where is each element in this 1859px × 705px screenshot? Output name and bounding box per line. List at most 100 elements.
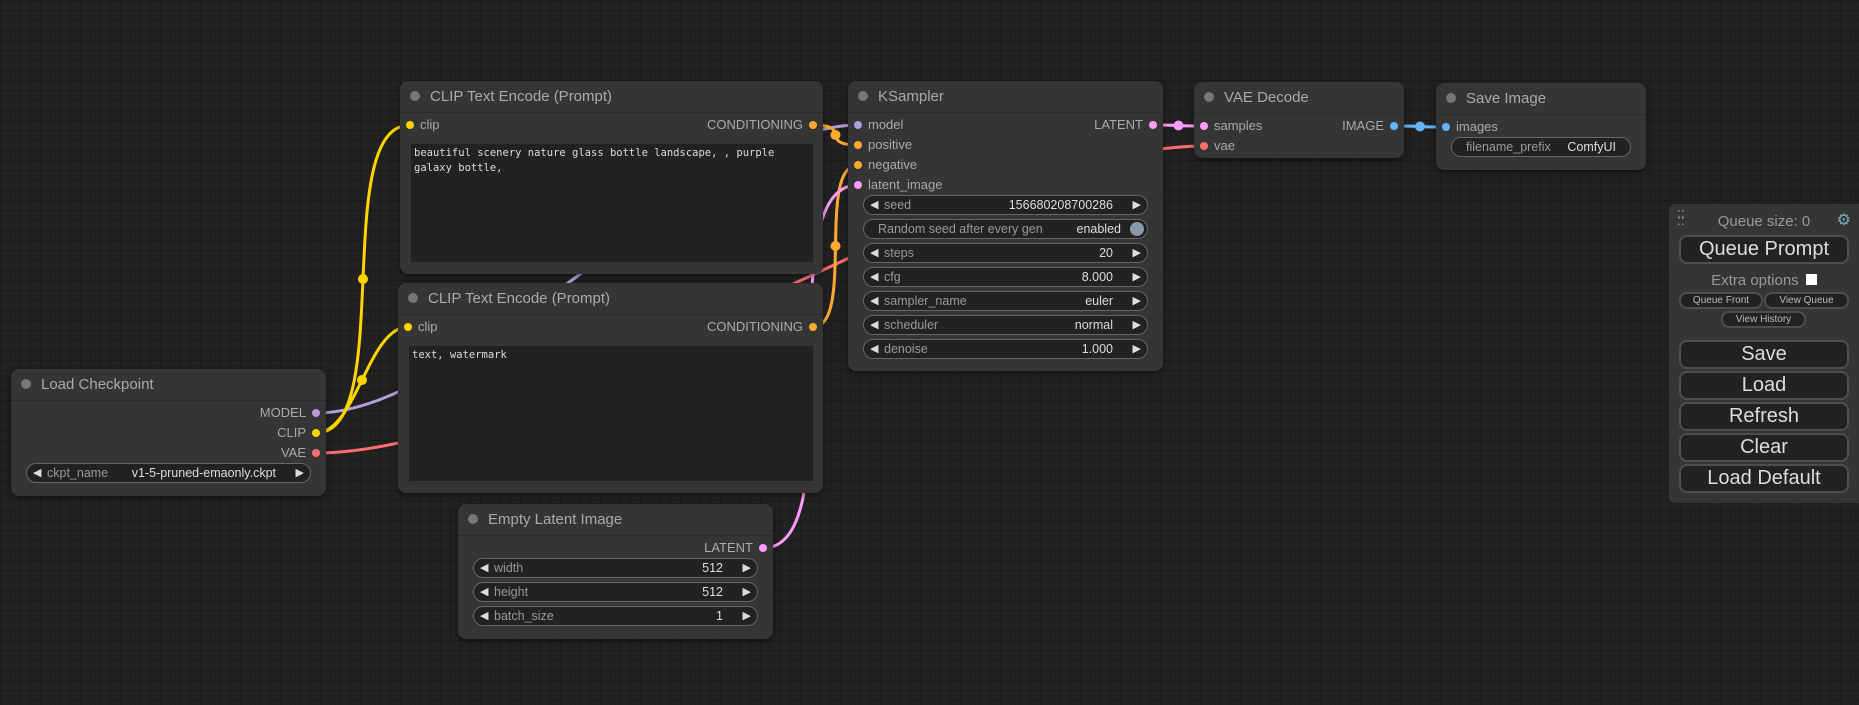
decrement-arrow-icon[interactable]: ◀ bbox=[480, 586, 489, 598]
collapse-dot-icon[interactable] bbox=[858, 91, 868, 101]
output-slot-model[interactable]: MODEL bbox=[169, 403, 327, 423]
slot-dot-icon[interactable] bbox=[854, 161, 862, 169]
decrement-arrow-icon[interactable]: ◀ bbox=[870, 319, 879, 331]
queue-prompt-button[interactable]: Queue Prompt bbox=[1679, 235, 1849, 264]
widget-scheduler[interactable]: ◀ ▶ scheduler normal bbox=[863, 315, 1148, 335]
output-slot-clip[interactable]: CLIP bbox=[169, 423, 327, 443]
increment-arrow-icon[interactable]: ▶ bbox=[1132, 199, 1141, 211]
output-slot-conditioning[interactable]: CONDITIONING bbox=[612, 115, 824, 135]
widget-ckpt-name[interactable]: ◀ ▶ ckpt_name v1-5-pruned-emaonly.ckpt bbox=[26, 463, 311, 483]
input-slot-latent-image[interactable]: latent_image bbox=[848, 175, 1006, 195]
node-ksampler[interactable]: KSampler model positive negative latent_imag… bbox=[848, 81, 1163, 371]
increment-arrow-icon[interactable]: ▶ bbox=[1132, 319, 1141, 331]
widget-batch-size[interactable]: ◀ ▶ batch_size 1 bbox=[473, 606, 758, 626]
extra-options-checkbox[interactable] bbox=[1805, 274, 1817, 285]
clear-button[interactable]: Clear bbox=[1679, 433, 1849, 462]
input-slot-vae[interactable]: vae bbox=[1194, 136, 1299, 156]
slot-dot-icon[interactable] bbox=[854, 141, 862, 149]
output-slot-latent[interactable]: LATENT bbox=[616, 538, 774, 558]
widget-random-seed-after-every-gen[interactable]: Random seed after every gen enabled bbox=[863, 219, 1148, 239]
link-center-marker[interactable] bbox=[358, 274, 368, 284]
slot-dot-icon[interactable] bbox=[312, 429, 320, 437]
widget-width[interactable]: ◀ ▶ width 512 bbox=[473, 558, 758, 578]
widget-denoise[interactable]: ◀ ▶ denoise 1.000 bbox=[863, 339, 1148, 359]
node-title-bar[interactable]: Load Checkpoint bbox=[11, 369, 326, 401]
input-slot-negative[interactable]: negative bbox=[848, 155, 1006, 175]
link-center-marker[interactable] bbox=[830, 130, 841, 140]
increment-arrow-icon[interactable]: ▶ bbox=[1132, 295, 1141, 307]
link-center-marker[interactable] bbox=[1173, 120, 1184, 131]
node-title-bar[interactable]: CLIP Text Encode (Prompt) bbox=[400, 81, 823, 113]
increment-arrow-icon[interactable]: ▶ bbox=[1132, 247, 1141, 259]
decrement-arrow-icon[interactable]: ◀ bbox=[870, 295, 879, 307]
widget-seed[interactable]: ◀ ▶ seed 156680208700286 bbox=[863, 195, 1148, 215]
decrement-arrow-icon[interactable]: ◀ bbox=[33, 467, 42, 479]
widget-cfg[interactable]: ◀ ▶ cfg 8.000 bbox=[863, 267, 1148, 287]
decrement-arrow-icon[interactable]: ◀ bbox=[870, 271, 879, 283]
slot-dot-icon[interactable] bbox=[312, 409, 320, 417]
widget-sampler-name[interactable]: ◀ ▶ sampler_name euler bbox=[863, 291, 1148, 311]
node-clip-text-encode-positive[interactable]: CLIP Text Encode (Prompt) clip CONDITIONIN… bbox=[400, 81, 823, 274]
node-title-bar[interactable]: Empty Latent Image bbox=[458, 504, 773, 536]
increment-arrow-icon[interactable]: ▶ bbox=[742, 610, 751, 622]
node-title-bar[interactable]: KSampler bbox=[848, 81, 1163, 113]
collapse-dot-icon[interactable] bbox=[1204, 92, 1214, 102]
slot-dot-icon[interactable] bbox=[406, 121, 414, 129]
collapse-dot-icon[interactable] bbox=[1446, 93, 1456, 103]
input-slot-samples[interactable]: samples bbox=[1194, 116, 1299, 136]
output-slot-latent[interactable]: LATENT bbox=[1006, 115, 1164, 135]
output-slot-vae[interactable]: VAE bbox=[169, 443, 327, 463]
slot-dot-icon[interactable] bbox=[854, 181, 862, 189]
link-center-marker[interactable] bbox=[1415, 121, 1425, 132]
queue-front-button[interactable]: Queue Front bbox=[1679, 292, 1763, 309]
decrement-arrow-icon[interactable]: ◀ bbox=[480, 562, 489, 574]
node-title-bar[interactable]: CLIP Text Encode (Prompt) bbox=[398, 283, 823, 315]
increment-arrow-icon[interactable]: ▶ bbox=[1132, 343, 1141, 355]
slot-dot-icon[interactable] bbox=[1200, 142, 1208, 150]
load-default-button[interactable]: Load Default bbox=[1679, 464, 1849, 493]
drag-handle-icon[interactable]: ⁚⁚ ⁚⁚ bbox=[1677, 208, 1685, 228]
increment-arrow-icon[interactable]: ▶ bbox=[1132, 271, 1141, 283]
node-save-image[interactable]: Save Image images filename_prefix ComfyUI bbox=[1436, 83, 1646, 170]
prompt-textarea[interactable]: beautiful scenery nature glass bottle la… bbox=[411, 144, 813, 262]
node-title-bar[interactable]: Save Image bbox=[1436, 83, 1646, 115]
increment-arrow-icon[interactable]: ▶ bbox=[742, 586, 751, 598]
decrement-arrow-icon[interactable]: ◀ bbox=[870, 199, 879, 211]
node-vae-decode[interactable]: VAE Decode samples vae IMAGE bbox=[1194, 82, 1404, 158]
view-history-button[interactable]: View History bbox=[1721, 311, 1806, 328]
collapse-dot-icon[interactable] bbox=[410, 91, 420, 101]
slot-dot-icon[interactable] bbox=[1442, 123, 1450, 131]
save-button[interactable]: Save bbox=[1679, 340, 1849, 369]
collapse-dot-icon[interactable] bbox=[21, 379, 31, 389]
view-queue-button[interactable]: View Queue bbox=[1764, 292, 1849, 309]
input-slot-positive[interactable]: positive bbox=[848, 135, 1006, 155]
load-button[interactable]: Load bbox=[1679, 371, 1849, 400]
node-empty-latent-image[interactable]: Empty Latent Image LATENT ◀ ▶ width 512 ◀ ▶ heig… bbox=[458, 504, 773, 639]
node-title-bar[interactable]: VAE Decode bbox=[1194, 82, 1404, 114]
link-center-marker[interactable] bbox=[357, 375, 367, 385]
increment-arrow-icon[interactable]: ▶ bbox=[295, 467, 304, 479]
toggle-knob-icon[interactable] bbox=[1130, 222, 1144, 236]
output-slot-conditioning[interactable]: CONDITIONING bbox=[611, 317, 824, 337]
slot-dot-icon[interactable] bbox=[1390, 122, 1398, 130]
increment-arrow-icon[interactable]: ▶ bbox=[742, 562, 751, 574]
widget-filename-prefix[interactable]: filename_prefix ComfyUI bbox=[1451, 137, 1631, 157]
slot-dot-icon[interactable] bbox=[759, 544, 767, 552]
node-clip-text-encode-negative[interactable]: CLIP Text Encode (Prompt) clip CONDITIONIN… bbox=[398, 283, 823, 493]
widget-height[interactable]: ◀ ▶ height 512 bbox=[473, 582, 758, 602]
refresh-button[interactable]: Refresh bbox=[1679, 402, 1849, 431]
output-slot-image[interactable]: IMAGE bbox=[1299, 116, 1404, 136]
decrement-arrow-icon[interactable]: ◀ bbox=[480, 610, 489, 622]
prompt-textarea[interactable]: text, watermark bbox=[409, 346, 813, 481]
node-load-checkpoint[interactable]: Load Checkpoint MODEL CLIP VAE ◀ ▶ ckpt_name v1… bbox=[11, 369, 326, 496]
gear-icon[interactable]: ⚙ bbox=[1836, 212, 1851, 229]
link-center-marker[interactable] bbox=[830, 241, 841, 251]
slot-dot-icon[interactable] bbox=[809, 121, 817, 129]
slot-dot-icon[interactable] bbox=[312, 449, 320, 457]
decrement-arrow-icon[interactable]: ◀ bbox=[870, 343, 879, 355]
slot-dot-icon[interactable] bbox=[1200, 122, 1208, 130]
input-slot-images[interactable]: images bbox=[1436, 117, 1541, 137]
widget-steps[interactable]: ◀ ▶ steps 20 bbox=[863, 243, 1148, 263]
collapse-dot-icon[interactable] bbox=[408, 293, 418, 303]
input-slot-clip[interactable]: clip bbox=[398, 317, 611, 337]
